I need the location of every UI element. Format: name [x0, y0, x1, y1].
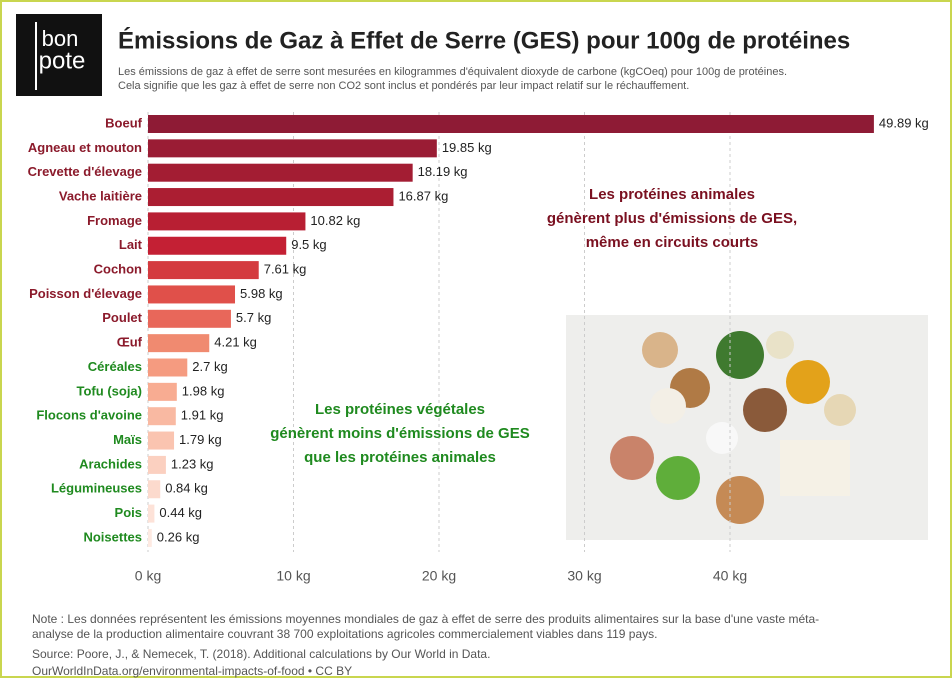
category-label: Crevette d'élevage — [28, 164, 142, 179]
bar — [148, 359, 187, 377]
photo-bowl — [610, 436, 654, 480]
category-label: Pois — [115, 505, 142, 520]
chart: bon pote Émissions de Gaz à Effet de Ser… — [0, 0, 952, 678]
bar — [148, 115, 874, 133]
chart-title: Émissions de Gaz à Effet de Serre (GES) … — [118, 26, 850, 54]
photo-bowl — [824, 394, 856, 426]
value-label: 1.91 kg — [181, 408, 224, 423]
category-label: Maïs — [113, 432, 142, 447]
photo-bowl — [786, 360, 830, 404]
photo-tofu — [780, 440, 850, 496]
category-label: Cochon — [94, 262, 142, 277]
category-label: Vache laitière — [59, 188, 142, 203]
source: Source: Poore, J., & Nemecek, T. (2018).… — [32, 647, 490, 661]
annotation: Les protéines végétales — [315, 401, 485, 418]
value-label: 10.82 kg — [310, 213, 360, 228]
bar — [148, 456, 166, 474]
value-label: 0.44 kg — [159, 505, 202, 520]
category-label: Arachides — [79, 456, 142, 471]
photo-bowl — [656, 456, 700, 500]
annotation: génèrent plus d'émissions de GES, — [547, 210, 797, 227]
value-label: 9.5 kg — [291, 237, 326, 252]
photo-bowl — [716, 331, 764, 379]
bar — [148, 383, 177, 401]
value-label: 4.21 kg — [214, 335, 257, 350]
value-label: 18.19 kg — [418, 164, 468, 179]
bar — [148, 334, 209, 352]
category-label: Tofu (soja) — [77, 383, 142, 398]
annotation: même en circuits courts — [586, 234, 759, 251]
photo-bowl — [766, 331, 794, 359]
category-label: Lait — [119, 237, 143, 252]
bar — [148, 285, 235, 303]
bar — [148, 407, 176, 425]
bar — [148, 164, 413, 182]
x-tick-label: 0 kg — [135, 568, 161, 584]
photo-bowl — [716, 476, 764, 524]
value-label: 49.89 kg — [879, 115, 929, 130]
category-label: Boeuf — [105, 115, 143, 130]
value-label: 0.26 kg — [157, 529, 200, 544]
category-label: Fromage — [87, 213, 142, 228]
value-label: 5.98 kg — [240, 286, 283, 301]
annotation: que les protéines animales — [304, 449, 496, 466]
bar — [148, 432, 174, 450]
x-tick-label: 10 kg — [276, 568, 310, 584]
photo-bowl — [650, 388, 686, 424]
bar — [148, 480, 160, 498]
bar — [148, 188, 393, 206]
photo-bowl — [706, 422, 738, 454]
x-tick-label: 30 kg — [567, 568, 601, 584]
category-label: Noisettes — [83, 529, 142, 544]
source-url: OurWorldInData.org/environmental-impacts… — [32, 664, 352, 678]
annotation: génèrent moins d'émissions de GES — [270, 425, 529, 442]
bar — [148, 237, 286, 255]
value-label: 2.7 kg — [192, 359, 227, 374]
value-label: 0.84 kg — [165, 481, 208, 496]
value-label: 16.87 kg — [398, 188, 448, 203]
bar — [148, 505, 154, 523]
x-tick-label: 20 kg — [422, 568, 456, 584]
food-photo — [566, 315, 928, 540]
bar — [148, 529, 152, 547]
photo-bowl — [743, 388, 787, 432]
bar — [148, 310, 231, 328]
bar — [148, 139, 437, 157]
category-label: Poisson d'élevage — [29, 286, 142, 301]
note: Note : Les données représentent les émis… — [32, 612, 819, 626]
category-label: Poulet — [102, 310, 142, 325]
logo-text: pote — [39, 47, 86, 74]
category-label: Agneau et mouton — [28, 140, 142, 155]
subtitle: Les émissions de gaz à effet de serre so… — [118, 66, 787, 78]
category-label: Céréales — [88, 359, 142, 374]
bar — [148, 212, 305, 230]
category-label: Œuf — [117, 335, 143, 350]
value-label: 1.79 kg — [179, 432, 222, 447]
annotation: Les protéines animales — [589, 186, 755, 203]
value-label: 1.23 kg — [171, 456, 214, 471]
value-label: 19.85 kg — [442, 140, 492, 155]
note: analyse de la production alimentaire cou… — [32, 627, 657, 641]
x-tick-label: 40 kg — [713, 568, 747, 584]
value-label: 5.7 kg — [236, 310, 271, 325]
value-label: 7.61 kg — [264, 262, 307, 277]
category-label: Flocons d'avoine — [36, 408, 142, 423]
value-label: 1.98 kg — [182, 383, 225, 398]
subtitle: Cela signifie que les gaz à effet de ser… — [118, 80, 689, 92]
bar — [148, 261, 259, 279]
photo-bowl — [642, 332, 678, 368]
category-label: Légumineuses — [51, 481, 142, 496]
